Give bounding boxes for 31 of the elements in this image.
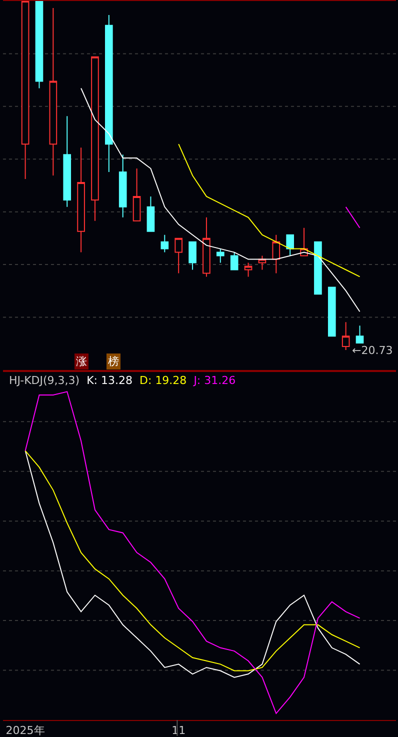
x-tick-label: 2025年 <box>6 724 45 737</box>
candlestick <box>118 154 127 218</box>
candlestick <box>230 252 238 270</box>
text: J: 31.26 <box>192 374 236 387</box>
candlestick <box>314 241 322 295</box>
candlestick <box>244 262 252 278</box>
candlestick <box>342 322 350 351</box>
candlestick <box>286 234 294 256</box>
candlestick <box>49 7 58 176</box>
candlestick <box>174 238 183 274</box>
candlestick <box>160 234 169 253</box>
candlestick <box>91 56 99 222</box>
candlestick <box>356 325 364 344</box>
candlestick <box>35 1 44 89</box>
candlestick <box>328 286 336 337</box>
candlestick <box>63 116 72 208</box>
candlestick <box>272 234 280 274</box>
text: K: 13.28 <box>86 374 133 387</box>
candlestick <box>202 216 210 278</box>
text: 榜 <box>108 355 119 368</box>
candlestick <box>132 168 141 222</box>
candlestick <box>105 14 113 173</box>
candlestick <box>146 196 155 232</box>
chart-title: HJ-KDJ(9,3,3) <box>9 374 80 387</box>
candlestick <box>77 147 85 253</box>
annotation: ←20.73 <box>352 344 393 357</box>
candlestick <box>188 241 196 270</box>
text: D: 19.28 <box>140 374 187 387</box>
text: 涨 <box>76 355 87 368</box>
candlestick <box>216 248 224 264</box>
x-tick-label: 11 <box>172 724 186 737</box>
